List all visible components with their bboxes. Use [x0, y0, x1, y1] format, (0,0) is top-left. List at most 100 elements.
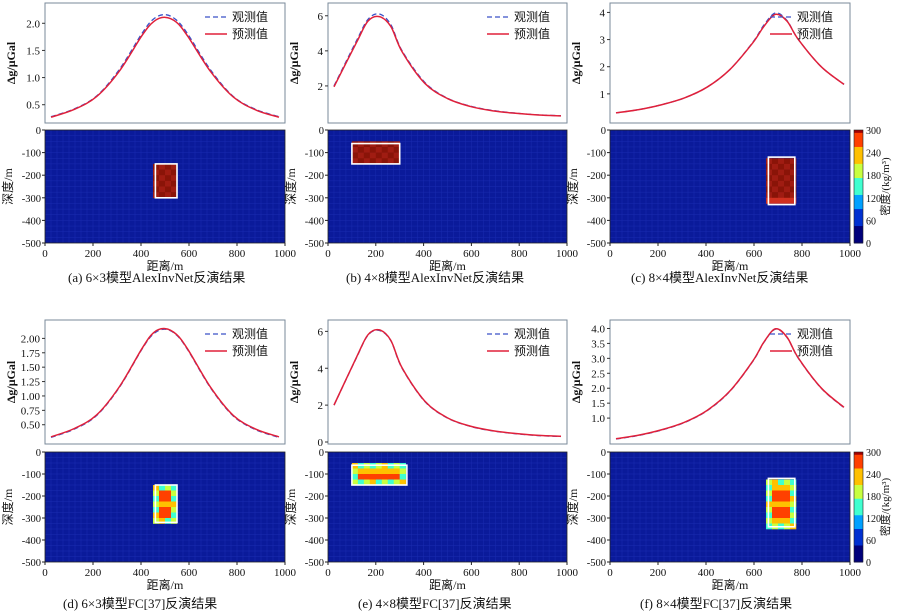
panel-d: 0.50 0.75 1.00 1.25 1.50 1.75 2.00 Δg/μGal 观测值预测… [0, 319, 297, 611]
depth-tick-label: 0 [36, 448, 41, 459]
anomaly-cell [159, 180, 166, 187]
anomaly-cell [784, 175, 791, 182]
y-tick-label: 0 [318, 437, 324, 449]
anomaly-cell [772, 158, 779, 165]
true-model-box [154, 163, 178, 199]
panel-caption: (a) 6×3模型AlexInvNet反演结果 [68, 270, 245, 285]
depth-tick-label: 0 [601, 448, 606, 459]
x-tick-label: 0 [607, 567, 613, 579]
legend-predicted-label: 预测值 [514, 26, 550, 41]
anomaly-cell [790, 169, 797, 176]
anomaly-cell [790, 507, 797, 513]
anomaly-cell [790, 163, 797, 170]
y-tick-label: 0.5 [26, 100, 40, 112]
colorbar-segment [854, 515, 863, 519]
anomaly-cell [171, 163, 178, 170]
line-plot-frame [609, 2, 851, 124]
anomaly-cell [351, 474, 359, 480]
anomaly-cell [159, 192, 166, 199]
true-model-box [351, 464, 408, 486]
anomaly-cell [159, 501, 166, 508]
anomaly-cell [159, 518, 166, 524]
x-tick-label: 400 [133, 248, 150, 260]
colorbar-segment [854, 158, 863, 162]
anomaly-cell [159, 512, 166, 519]
colorbar-segment [854, 203, 863, 207]
colorbar-tick-label: 300 [866, 126, 881, 137]
y-tick-label: 6 [318, 326, 324, 338]
anomaly-cell [387, 146, 395, 153]
colorbar-segment [854, 504, 863, 508]
depth-tick-label: -500 [22, 558, 41, 569]
depth-tick-label: -400 [587, 536, 606, 547]
anomaly-cell [778, 163, 785, 170]
y-tick-label: 1.0 [591, 413, 605, 425]
colorbar-segment [854, 166, 863, 171]
anomaly-cell [778, 180, 785, 187]
anomaly-cell [363, 146, 371, 153]
colorbar-segment [854, 226, 863, 230]
colorbar-segment [854, 135, 863, 139]
colorbar-segment [854, 512, 863, 516]
colorbar-segment [854, 228, 863, 233]
x-tick-label: 800 [794, 567, 811, 579]
heatmap-grid [610, 452, 850, 562]
anomaly-cell [357, 152, 365, 159]
colorbar-segment [854, 211, 863, 216]
y-tick-label: 1.5 [591, 398, 605, 410]
colorbar-segment [854, 487, 863, 491]
anomaly-cell [171, 507, 178, 513]
legend-observed-label: 观测值 [514, 9, 550, 24]
anomaly-cell [171, 169, 178, 176]
legend-observed-label: 观测值 [797, 326, 833, 341]
heatmap-grid [45, 130, 285, 243]
anomaly-cell [772, 507, 779, 513]
y-tick-label: 3 [600, 35, 606, 47]
x-tick-label: 0 [325, 248, 331, 260]
legend-predicted-label: 预测值 [514, 343, 550, 358]
anomaly-cell [772, 479, 779, 486]
anomaly-cell [171, 175, 178, 182]
depth-tick-label: -300 [587, 514, 606, 525]
colorbar-tick-label: 180 [866, 171, 881, 182]
y-tick-label: 1.75 [21, 348, 41, 360]
x-tick-label: 1000 [274, 248, 297, 260]
colorbar-tick-label: 60 [866, 216, 876, 227]
x-tick-label: 1000 [839, 248, 862, 260]
anomaly-cell [784, 496, 791, 502]
y-tick-label: 4 [318, 363, 324, 375]
anomaly-cell [369, 468, 377, 475]
x-tick-label: 600 [463, 248, 480, 260]
anomaly-cell [772, 496, 779, 502]
heatmap-frame [609, 129, 851, 244]
colorbar-tick-label: 0 [866, 558, 871, 569]
panel-caption: (e) 4×8模型FC[37]反演结果 [358, 596, 512, 611]
depth-axis-label: 深度/m [283, 168, 298, 205]
colorbar-segment [854, 200, 863, 204]
density-colorbar: 0 60 120 180 240 300 密度/(kg/m³) [853, 448, 892, 569]
y-axis-label: Δg/μGal [4, 41, 18, 84]
line-plot-frame [609, 319, 851, 445]
anomaly-cell [363, 158, 371, 165]
anomaly-cell [790, 192, 797, 199]
colorbar-segment [854, 141, 863, 145]
anomaly-cell [387, 468, 395, 475]
heatmap-grid [610, 130, 850, 243]
anomaly-cell [159, 163, 166, 170]
colorbar-segment [854, 534, 863, 538]
anomaly-cell [165, 163, 172, 170]
colorbar-segment [854, 217, 863, 221]
anomaly-cell [159, 485, 166, 491]
depth-axis-label: 深度/m [283, 488, 298, 525]
depth-tick-label: -100 [22, 149, 41, 160]
anomaly-cell [772, 512, 779, 519]
anomaly-cell [778, 512, 785, 519]
x-tick-label: 400 [133, 567, 150, 579]
anomaly-cell [784, 512, 791, 519]
colorbar-segment [854, 209, 863, 213]
colorbar-segment [854, 540, 863, 544]
colorbar-segment [854, 551, 863, 555]
anomaly-cell [778, 507, 785, 513]
